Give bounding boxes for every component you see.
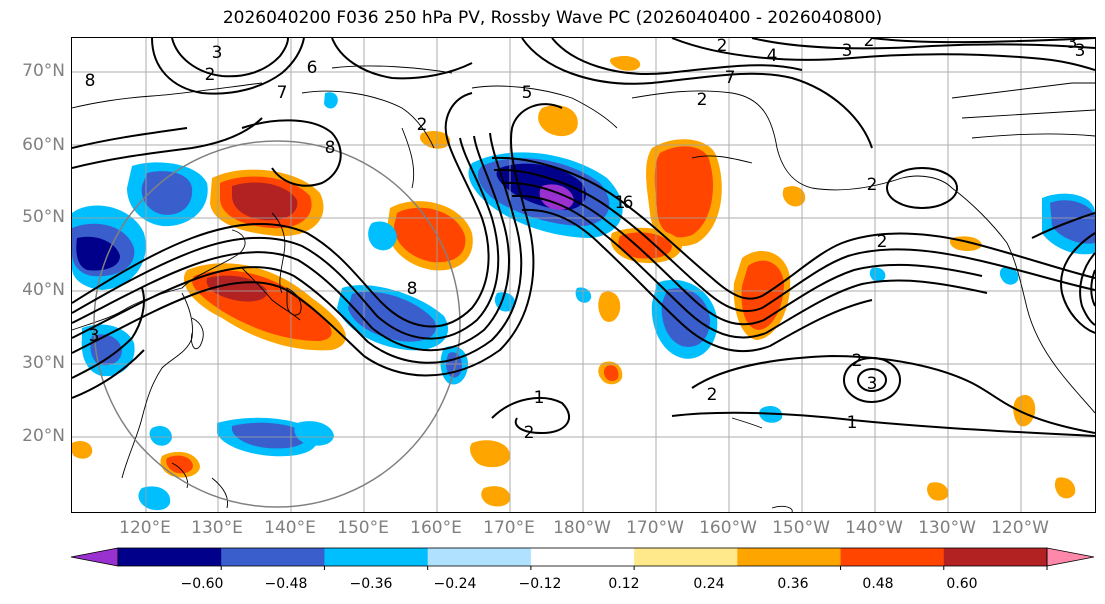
colorbar-frame: [117, 547, 1048, 567]
colorbar-segment: [943, 548, 1048, 566]
contour-label: 8: [85, 71, 96, 91]
lon-label-160e: 160°E: [410, 518, 462, 538]
contour-label: 3: [89, 326, 100, 346]
contour-label: 1: [615, 193, 626, 213]
colorbar-tick-label: 0.24: [693, 576, 725, 592]
map-canvas: 3 2 6 7 8 2 5 2 3 2 4 3 2 7 1 6 8 2 3 2 …: [72, 38, 1095, 512]
contour-label: 7: [725, 68, 736, 88]
contour-label: 3: [1075, 41, 1086, 61]
map-panel: 3 2 6 7 8 2 5 2 3 2 4 3 2 7 1 6 8 2 3 2 …: [71, 37, 1096, 513]
contour-label: 3: [1067, 38, 1078, 53]
contour-label: 5: [522, 83, 533, 103]
lon-label-130e: 130°E: [191, 518, 243, 538]
colorbar-tick-label: −0.12: [518, 576, 562, 592]
colorbar-tick-label: −0.60: [180, 576, 224, 592]
colorbar-segment: [427, 548, 532, 566]
contour-label: 8: [407, 279, 418, 299]
lon-label-150e: 150°E: [337, 518, 389, 538]
contour-label: 2: [717, 38, 728, 56]
lon-label-120e: 120°E: [119, 518, 171, 538]
lat-label-40n: 40°N: [22, 280, 65, 300]
contour-label: 4: [767, 46, 778, 66]
colorbar-tick-label: −0.48: [264, 576, 308, 592]
contour-label: 2: [877, 232, 888, 252]
colorbar-tick-label: 0.48: [862, 576, 894, 592]
map-title: 2026040200 F036 250 hPa PV, Rossby Wave …: [222, 8, 883, 28]
colorbar-segments: [70, 547, 1095, 567]
contour-label: 2: [205, 65, 216, 85]
colorbar-tick-label: −0.24: [433, 576, 477, 592]
contour-label: 2: [417, 115, 428, 135]
colorbar-tick-label: 0.36: [777, 576, 809, 592]
contour-label: 2: [867, 175, 878, 195]
reference-circle: [93, 140, 461, 508]
colorbar-ticks: [220, 566, 1048, 570]
contour-label: 2: [697, 90, 708, 110]
lon-label-170w: 170°W: [626, 518, 684, 538]
colorbar-tick-label: 0.60: [946, 576, 978, 592]
contour-label: 3: [867, 374, 878, 394]
contour-label: 7: [277, 83, 288, 103]
lon-label-180w: 180°W: [553, 518, 611, 538]
lon-label-130w: 130°W: [918, 518, 976, 538]
colorbar-tick-label: −0.36: [349, 576, 393, 592]
contour-label: 8: [325, 138, 336, 158]
pv-contours: [72, 38, 1095, 437]
contour-label: 3: [212, 43, 223, 63]
lon-label-140w: 140°W: [845, 518, 903, 538]
contour-labels: 3 2 6 7 8 2 5 2 3 2 4 3 2 7 1 6 8 2 3 2 …: [85, 38, 1086, 443]
colorbar-segment: [324, 548, 429, 566]
contour-label: 6: [307, 58, 318, 78]
lon-label-120w: 120°W: [991, 518, 1049, 538]
contour-label: 1: [534, 388, 545, 408]
colorbar-segment: [221, 548, 325, 566]
lon-label-140e: 140°E: [264, 518, 316, 538]
contour-label: 2: [864, 38, 875, 51]
lon-label-170e: 170°E: [483, 518, 535, 538]
lat-label-60n: 60°N: [22, 135, 65, 155]
colorbar-tick-label: 0.12: [608, 576, 640, 592]
contour-label: 2: [524, 423, 535, 443]
lon-label-160w: 160°W: [699, 518, 757, 538]
colorbar-arrow-high: [1046, 547, 1095, 567]
contour-label: 2: [852, 351, 863, 371]
lon-label-150w: 150°W: [772, 518, 830, 538]
coastlines: [72, 65, 1095, 512]
colorbar-segment: [118, 548, 222, 566]
colorbar-segment: [634, 548, 738, 566]
lat-label-50n: 50°N: [22, 207, 65, 227]
lat-label-20n: 20°N: [22, 426, 65, 446]
colorbar-segment: [530, 548, 635, 566]
lat-label-30n: 30°N: [22, 353, 65, 373]
contour-label: 3: [842, 41, 853, 61]
contour-label: 6: [623, 193, 634, 213]
lat-label-70n: 70°N: [22, 61, 65, 81]
colorbar-arrow-low: [70, 547, 119, 567]
contour-label: 2: [707, 385, 718, 405]
contour-label: 1: [847, 413, 858, 433]
colorbar-segment: [737, 548, 842, 566]
colorbar-segment: [840, 548, 945, 566]
